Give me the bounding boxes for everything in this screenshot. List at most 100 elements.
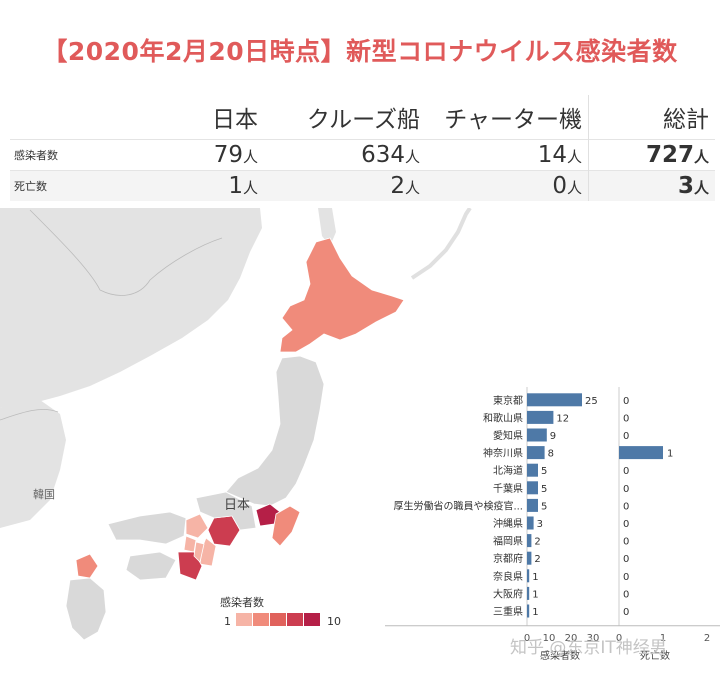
- category-label: 和歌山県: [483, 411, 523, 424]
- bar-infected[interactable]: [527, 498, 538, 512]
- data-label-infected: 2: [534, 554, 540, 565]
- data-label-infected: 5: [541, 484, 547, 495]
- x-axis-title-deaths: 死亡数: [640, 649, 670, 662]
- prefecture-fukuoka[interactable]: [75, 553, 99, 579]
- summary-table: 日本 クルーズ船 チャーター機 総計 感染者数 79人 634人 14人 727…: [10, 95, 715, 201]
- bar-infected[interactable]: [527, 516, 534, 530]
- kyushu: [65, 577, 107, 641]
- x-tick-label-deaths: 0: [616, 633, 622, 644]
- legend-swatch: [287, 613, 303, 626]
- bar-infected[interactable]: [527, 586, 530, 600]
- kuril-islands: [410, 208, 472, 280]
- data-label-deaths: 0: [623, 431, 629, 442]
- legend-title: 感染者数: [220, 595, 264, 609]
- cell-value: 1人: [142, 170, 264, 201]
- data-label-infected: 2: [534, 537, 540, 548]
- data-label-infected: 1: [532, 607, 538, 618]
- data-label-infected: 5: [541, 501, 547, 512]
- data-label-infected: 1: [532, 589, 538, 600]
- x-axis-title-infected: 感染者数: [540, 649, 580, 662]
- cell-value: 634人: [264, 139, 426, 171]
- legend-scale: [236, 613, 320, 626]
- bar-infected[interactable]: [527, 481, 538, 495]
- category-label: 北海道: [493, 464, 523, 477]
- bar-infected[interactable]: [527, 463, 538, 477]
- x-tick-label-deaths: 2: [704, 633, 710, 644]
- data-label-infected: 25: [585, 396, 598, 407]
- data-label-deaths: 0: [623, 396, 629, 407]
- honshu-chubu: [195, 491, 257, 531]
- x-tick-label-infected: 10: [543, 633, 556, 644]
- bar-infected[interactable]: [527, 410, 554, 424]
- cell-value: 79人: [142, 139, 264, 171]
- legend-min-label: 1: [224, 615, 231, 628]
- data-label-deaths: 0: [623, 537, 629, 548]
- prefecture-hokkaido[interactable]: [279, 237, 405, 353]
- category-label: 愛知県: [493, 429, 523, 442]
- category-label: 大阪府: [493, 587, 523, 600]
- bar-infected[interactable]: [527, 551, 532, 565]
- legend-max-label: 10: [327, 615, 341, 628]
- japan-label: 日本: [224, 498, 250, 513]
- prefecture-wakayama[interactable]: [177, 551, 203, 581]
- category-label: 福岡県: [493, 535, 523, 548]
- category-label: 京都府: [493, 552, 523, 565]
- bar-infected[interactable]: [527, 428, 547, 442]
- data-label-deaths: 0: [623, 589, 629, 600]
- korea-label: 韓国: [33, 488, 55, 501]
- shikoku: [125, 551, 177, 581]
- x-tick-label-infected: 0: [524, 633, 530, 644]
- category-label: 東京都: [493, 394, 523, 407]
- korea-land: [0, 400, 66, 528]
- page-title: 【2020年2月20日時点】新型コロナウイルス感染者数: [42, 37, 678, 66]
- prefecture-kyoto[interactable]: [185, 513, 209, 539]
- category-label: 沖縄県: [493, 517, 523, 530]
- legend-swatch: [236, 613, 252, 626]
- prefecture-chiba[interactable]: [271, 505, 301, 547]
- row-label-infected: 感染者数: [10, 139, 142, 171]
- data-label-infected: 3: [537, 519, 543, 530]
- cell-total: 3人: [588, 170, 715, 201]
- bar-infected[interactable]: [527, 534, 532, 548]
- bar-infected[interactable]: [527, 446, 545, 460]
- data-label-infected: 12: [556, 413, 569, 424]
- bar-infected[interactable]: [527, 393, 582, 407]
- continent-land: [0, 208, 262, 408]
- x-tick-label-infected: 30: [587, 633, 600, 644]
- data-label-infected: 8: [548, 449, 554, 460]
- honshu-west: [107, 511, 187, 545]
- col-japan: 日本: [212, 107, 258, 133]
- bar-infected[interactable]: [527, 569, 530, 583]
- watermark: 知乎 @东京IT神经男: [510, 638, 667, 658]
- bar-deaths[interactable]: [619, 446, 663, 460]
- data-label-deaths: 1: [667, 449, 673, 460]
- cell-value: 0人: [426, 170, 589, 201]
- data-label-deaths: 0: [623, 554, 629, 565]
- legend-swatch: [253, 613, 269, 626]
- chart-panel: [385, 383, 720, 675]
- cell-value: 2人: [264, 170, 426, 201]
- category-label: 神奈川県: [483, 447, 523, 460]
- prefecture-nara[interactable]: [193, 541, 205, 563]
- bar-infected[interactable]: [527, 604, 530, 618]
- honshu-tohoku: [225, 355, 325, 507]
- x-tick-label-infected: 20: [565, 633, 578, 644]
- row-label-deaths: 死亡数: [10, 170, 142, 201]
- data-label-deaths: 0: [623, 413, 629, 424]
- summary-row-infected: 感染者数 79人 634人 14人 727人: [10, 139, 715, 171]
- col-cruise-ship: クルーズ船: [306, 107, 420, 133]
- cell-value: 14人: [426, 139, 589, 171]
- category-label: 厚生労働省の職員や検疫官...: [393, 499, 523, 512]
- data-label-infected: 9: [550, 431, 556, 442]
- data-label-deaths: 0: [623, 501, 629, 512]
- summary-header-row: 日本 クルーズ船 チャーター機 総計: [10, 95, 715, 140]
- continent-border: [29, 209, 223, 296]
- korea-border: [0, 409, 59, 421]
- data-label-deaths: 0: [623, 572, 629, 583]
- legend-swatch: [270, 613, 286, 626]
- col-total: 総計: [588, 95, 715, 140]
- category-label: 千葉県: [493, 482, 523, 495]
- data-label-deaths: 0: [623, 607, 629, 618]
- data-label-infected: 5: [541, 466, 547, 477]
